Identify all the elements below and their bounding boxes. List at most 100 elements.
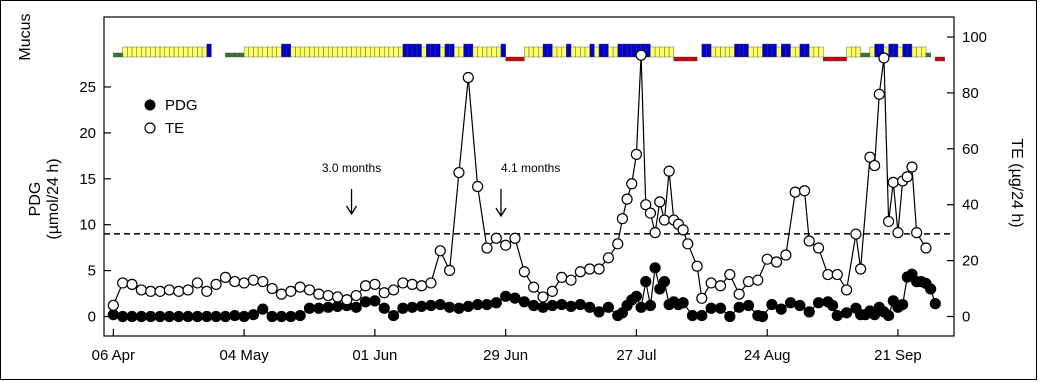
data-point-te [406,278,418,290]
data-point-te [472,180,484,193]
data-point-te [696,292,708,304]
mucus-yellow-cell [421,46,427,58]
data-point-te [546,285,558,297]
data-point-pdg [696,309,708,322]
data-point-te [500,239,512,251]
mucus-yellow-cell [897,46,903,58]
mucus-yellow-cell [491,46,497,58]
data-point-pdg [775,303,787,315]
y-tick-label-right: 20 [962,253,979,270]
data-point-pdg [313,302,325,314]
data-point-te [444,264,456,276]
mucus-yellow-cell [201,46,207,58]
data-point-te [901,171,913,183]
mucus-yellow-cell [276,46,282,58]
data-point-te [173,285,185,297]
data-point-pdg [714,302,727,314]
data-point-te [182,284,194,296]
mucus-green-cell [239,52,245,58]
mucus-yellow-cell [131,46,137,58]
mucus-blue-cell [603,43,609,58]
mucus-yellow-cell [855,46,861,58]
annotation-4-1-months: 4.1 months [501,161,560,175]
data-point-te [682,238,694,250]
data-point-te [649,227,661,239]
data-point-te [462,71,474,84]
data-point-pdg [518,296,530,308]
mucus-yellow-cell [818,46,824,58]
data-point-te [219,271,232,283]
data-point-te [770,256,783,268]
tick-layer: 0 5 10 15 20 25 0 20 40 60 80 100 06 Apr 04 May 01 Jun… [79,29,987,364]
data-point-te [864,151,876,163]
data-point-te [850,228,862,240]
data-point-pdg [173,310,185,323]
mucus-blue-cell [626,43,632,58]
mucus-yellow-cell [486,46,492,58]
data-point-pdg [630,290,643,302]
mucus-yellow-cell [654,46,660,58]
data-point-te [574,266,586,278]
data-point-te [584,263,596,275]
data-point-te [644,207,657,219]
data-point-te [602,252,614,264]
mucus-yellow-cell [145,46,151,58]
mucus-red-cell [678,56,684,62]
mucus-yellow-cell [659,46,665,58]
data-point-te [840,284,853,296]
mucus-yellow-cell [809,46,815,58]
data-point-pdg [677,297,689,309]
mucus-yellow-cell [528,46,534,58]
y-axis-label-left-line2: (µmol/24 h) [45,158,62,239]
mucus-yellow-cell [360,46,366,58]
mucus-yellow-cell [173,46,179,58]
data-point-te [359,280,372,292]
mucus-yellow-cell [122,46,128,58]
data-point-pdg [238,310,250,323]
mucus-blue-cell [547,43,553,58]
data-point-pdg [705,302,717,314]
data-point-pdg [883,309,895,322]
mucus-yellow-cell [304,46,310,58]
data-point-te [906,161,918,173]
data-point-pdg [826,299,839,312]
mucus-blue-cell [206,43,212,58]
data-point-pdg [387,309,400,322]
mucus-red-cell [841,56,847,62]
data-point-te [812,242,825,254]
mucus-yellow-cell [580,46,586,58]
mucus-yellow-cell [290,46,296,58]
mucus-yellow-cell [851,46,857,58]
mucus-blue-cell [435,43,441,58]
mucus-yellow-cell [538,46,544,58]
data-point-te [831,268,843,281]
mucus-yellow-cell [262,46,268,58]
data-point-pdg [257,303,269,315]
mucus-yellow-cell [393,46,399,58]
x-tick-label: 27 Jul [616,347,656,364]
data-point-te [677,224,689,236]
x-tick-label: 01 Jun [352,347,397,364]
data-point-te [593,263,605,275]
mucus-blue-cell [407,43,413,58]
mucus-yellow-cell [388,46,394,58]
mucus-blue-cell [771,43,777,58]
data-point-pdg [742,299,755,312]
data-point-pdg [649,262,661,274]
data-point-te [873,88,885,100]
mucus-blue-cell [402,43,408,58]
data-point-te [803,235,815,247]
mucus-yellow-cell [472,46,478,58]
mucus-blue-cell [500,43,506,58]
mucus-yellow-cell [197,46,203,58]
mucus-yellow-cell [846,46,852,58]
data-point-te [229,275,241,288]
mucus-yellow-cell [365,46,371,58]
mucus-yellow-cell [313,46,320,58]
mucus-red-cell [832,56,838,62]
data-point-pdg [229,309,241,322]
mucus-yellow-cell [748,46,754,58]
mucus-green-cell [234,52,240,58]
mucus-yellow-cell [346,46,352,58]
